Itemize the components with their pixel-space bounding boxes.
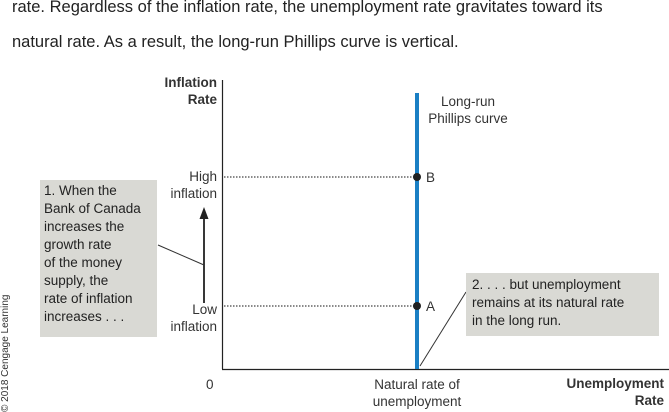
natural-rate-label: Natural rate of unemployment xyxy=(372,377,462,409)
y-axis-title: Inflation Rate xyxy=(164,75,218,107)
left-callout-pointer xyxy=(157,244,205,266)
right-callout-pointer xyxy=(419,291,467,367)
left-callout-box: 1. When the Bank of Canada increases the… xyxy=(40,180,157,337)
point-b-label: B xyxy=(426,170,436,185)
right-callout-box: 2. . . . but unemployment remains at its… xyxy=(466,273,659,336)
point-b-dot xyxy=(413,173,421,181)
point-a-dot xyxy=(413,302,421,310)
curve-label: Long-run Phillips curve xyxy=(428,94,508,126)
arrow-head xyxy=(199,207,209,219)
origin-label: 0 xyxy=(206,377,214,392)
paragraph-line-2: natural rate. As a result, the long-run … xyxy=(12,33,459,51)
copyright-notice: © 2018 Cengage Learning xyxy=(0,294,11,412)
low-inflation-label: Low inflation xyxy=(170,302,217,334)
paragraph-line-1: rate. Regardless of the inflation rate, … xyxy=(12,0,603,16)
x-axis-title: Unemployment Rate xyxy=(566,376,664,408)
point-a-label: A xyxy=(426,299,436,314)
high-inflation-label: High inflation xyxy=(170,169,217,201)
